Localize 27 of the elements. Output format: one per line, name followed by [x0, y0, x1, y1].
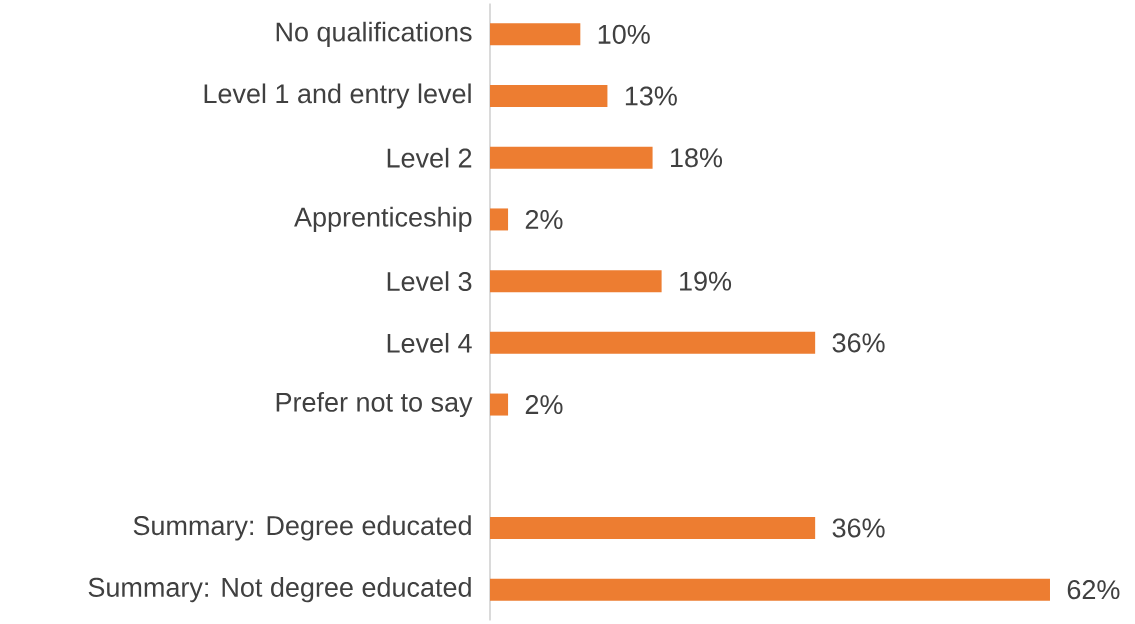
data-label: 18% — [671, 148, 723, 168]
bar — [490, 516, 816, 539]
y-tick-label: Level 3 — [387, 271, 472, 292]
bar — [490, 393, 509, 416]
data-label: 10% — [598, 24, 650, 44]
y-tick-label: Summary: Degree educated — [133, 515, 471, 541]
data-label: 13% — [625, 86, 677, 106]
bar — [490, 270, 662, 293]
bar — [490, 146, 653, 169]
data-label: 19% — [680, 271, 732, 291]
data-label: 2% — [525, 395, 563, 415]
data-label: 36% — [832, 333, 885, 353]
data-label: 2% — [525, 209, 563, 229]
bar — [490, 578, 1050, 601]
data-label: 62% — [1067, 580, 1120, 600]
bar — [490, 85, 608, 108]
bar — [490, 23, 581, 46]
y-tick-label: Level 2 — [387, 147, 472, 168]
data-label: 36% — [832, 518, 885, 538]
bar — [490, 331, 816, 354]
y-tick-label: Prefer not to say — [276, 391, 473, 418]
bar — [490, 208, 509, 231]
y-tick-label: Summary: Not degree educated — [88, 577, 471, 603]
y-tick-label: Apprenticeship — [294, 206, 472, 233]
y-tick-label: Level 4 — [387, 332, 472, 353]
y-tick-label: No qualifications — [276, 21, 472, 47]
y-tick-label: Level 1 and entry level — [204, 83, 471, 109]
